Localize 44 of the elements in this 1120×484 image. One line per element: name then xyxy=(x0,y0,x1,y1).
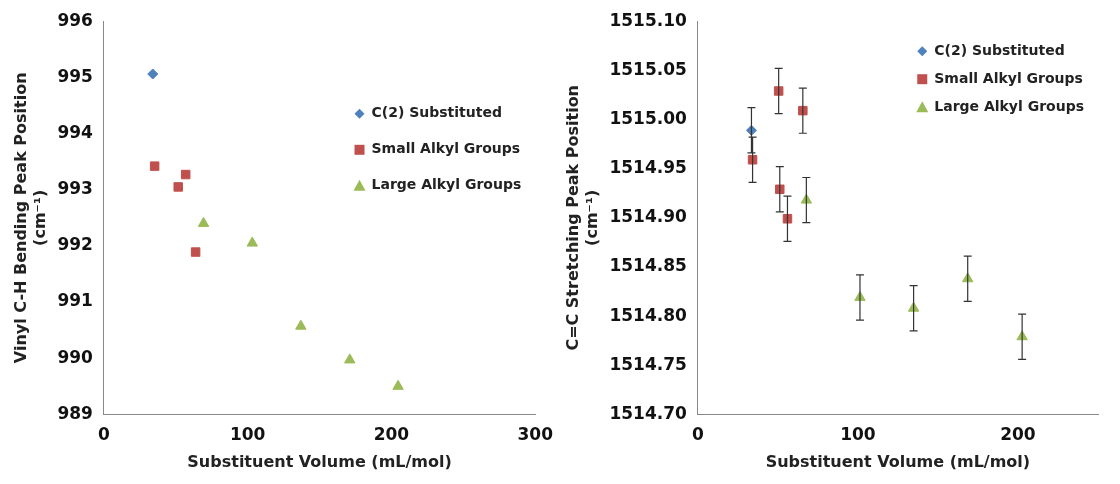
x-tick-label: 300 xyxy=(517,424,554,445)
y-tick-label: 1514.90 xyxy=(609,206,687,227)
y-tick-label: 1515.10 xyxy=(609,9,687,30)
y-tick-label: 1515.00 xyxy=(609,107,687,128)
legend-label: C(2) Substituted xyxy=(371,104,502,121)
legend-label: Large Alkyl Groups xyxy=(371,176,522,193)
point xyxy=(180,169,191,180)
y-tick-label: 1514.70 xyxy=(609,402,687,423)
y-axis-title: Vinyl C-H Bending Peak Position (cm⁻¹) xyxy=(10,72,49,364)
point xyxy=(246,236,258,247)
y-tick-label: 994 xyxy=(57,121,94,142)
y-tick-label: 991 xyxy=(57,290,93,311)
y-tick-label: 996 xyxy=(57,9,93,30)
y-tick-label: 1514.75 xyxy=(609,353,687,374)
y-tick-label: 990 xyxy=(57,346,94,367)
x-tick-label: 0 xyxy=(691,424,704,445)
point xyxy=(190,247,201,257)
y-tick-label: 1514.95 xyxy=(609,157,687,178)
legend-label: Large Alkyl Groups xyxy=(934,97,1085,114)
y-axis-title: C=C Stretching Peak Position (cm⁻¹) xyxy=(562,84,601,351)
x-tick-label: 0 xyxy=(97,424,110,445)
point xyxy=(149,161,160,171)
legend-label: Small Alkyl Groups xyxy=(934,69,1083,86)
point xyxy=(173,182,183,192)
legend-label: Small Alkyl Groups xyxy=(371,140,521,157)
point xyxy=(344,353,356,364)
y-tick-label: 1514.80 xyxy=(609,304,687,325)
point xyxy=(197,216,210,227)
y-tick-label: 1515.05 xyxy=(609,58,687,79)
y-tick-label: 993 xyxy=(57,178,93,199)
point xyxy=(295,319,307,330)
legend-label: C(2) Substituted xyxy=(934,41,1065,58)
x-tick-label: 100 xyxy=(840,424,876,445)
y-tick-label: 995 xyxy=(57,65,93,86)
y-tick-label: 989 xyxy=(57,402,93,423)
point xyxy=(147,68,159,80)
x-tick-label: 200 xyxy=(1000,424,1036,445)
y-tick-label: 992 xyxy=(57,234,93,255)
point xyxy=(392,379,404,390)
x-tick-label: 100 xyxy=(229,424,266,445)
x-axis-title: Substituent Volume (mL/mol) xyxy=(187,451,452,471)
y-tick-label: 1514.85 xyxy=(609,255,687,276)
x-tick-label: 200 xyxy=(373,424,410,445)
x-axis-title: Substituent Volume (mL/mol) xyxy=(765,451,1031,471)
